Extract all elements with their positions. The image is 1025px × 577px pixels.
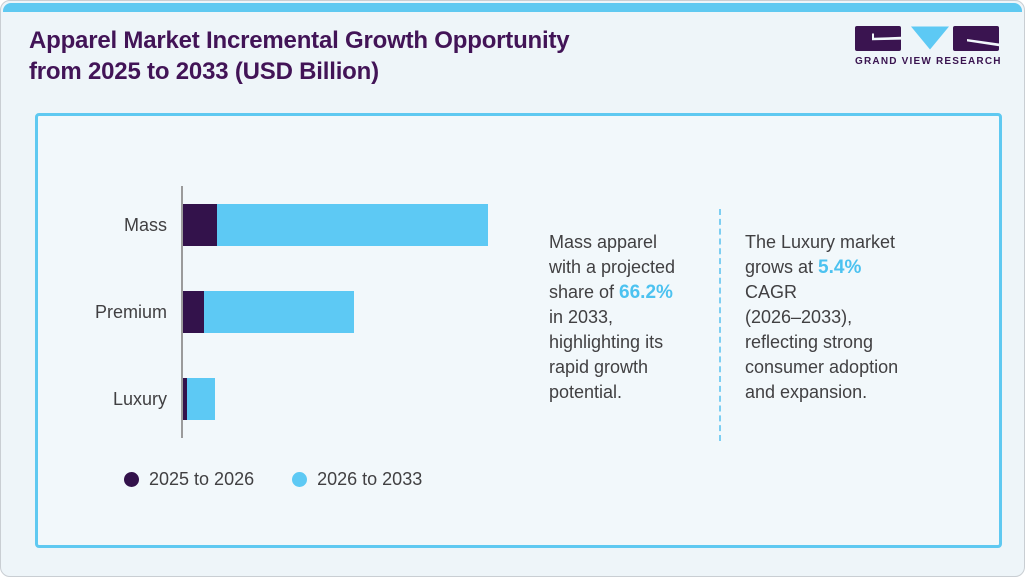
category-axis-line: [181, 186, 183, 438]
gvr-logo-icon: [855, 26, 999, 51]
chart-legend: 2025 to 2026 2026 to 2033: [124, 469, 422, 490]
highlight-value-mass-share: 66.2%: [619, 282, 673, 303]
grand-view-research-logo: GRAND VIEW RESEARCH: [855, 26, 1002, 67]
legend-label: 2025 to 2026: [149, 469, 255, 489]
chart-card: Mass Premium Luxury 2025 to 2026 2026 to 2…: [35, 113, 1002, 548]
bar-segment-mass-series0: [183, 204, 217, 246]
legend-dot-icon: [292, 472, 308, 487]
annotation-text: in 2033, highlighting its rapid growth p…: [549, 307, 664, 402]
bar-segment-premium-series0: [183, 291, 204, 333]
bar-segment-luxury-series0: [183, 378, 187, 420]
dashed-divider: [719, 209, 721, 441]
legend-dot-icon: [124, 472, 139, 487]
legend-item-2025-2026: 2025 to 2026: [124, 469, 254, 490]
annotation-luxury-cagr: The Luxury market grows at 5.4% CAGR (20…: [745, 230, 950, 405]
bar-segment-premium-series1: [204, 291, 354, 333]
highlight-value-luxury-cagr: 5.4%: [818, 257, 862, 278]
legend-item-2026-2033: 2026 to 2033: [292, 469, 422, 490]
annotation-text: The Luxury market grows at: [745, 232, 896, 277]
bar-segment-mass-series1: [217, 204, 488, 246]
page-title: Apparel Market Incremental Growth Opport…: [29, 27, 570, 85]
top-accent-bar: [3, 3, 1022, 12]
category-label-premium: Premium: [94, 302, 167, 322]
annotation-text: Mass apparel with a projected share of: [549, 232, 676, 302]
legend-label: 2026 to 2033: [317, 469, 423, 489]
category-label-mass: Mass: [123, 215, 167, 235]
annotation-text: CAGR (2026–2033), reflecting strong cons…: [745, 282, 899, 402]
bar-chart: Mass Premium Luxury 2025 to 2026 2026 to 2…: [38, 116, 999, 545]
bar-segment-luxury-series1: [187, 378, 215, 420]
annotation-mass-share: Mass apparel with a projected share of 6…: [549, 230, 724, 405]
category-label-luxury: Luxury: [112, 389, 167, 409]
logo-wordmark: GRAND VIEW RESEARCH: [855, 56, 1002, 67]
